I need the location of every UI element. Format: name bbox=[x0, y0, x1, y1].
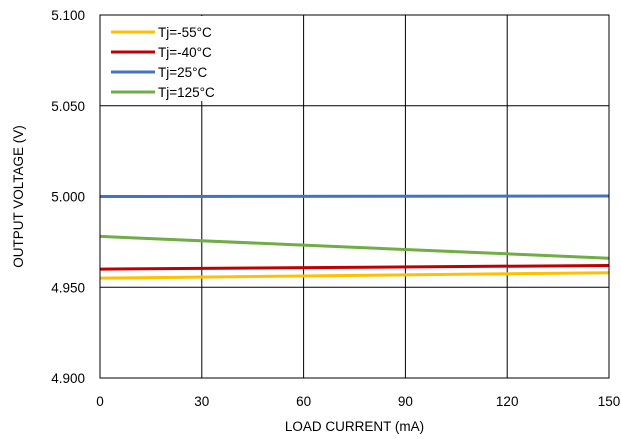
legend-label-3: Tj=25°C bbox=[158, 65, 208, 80]
legend-label-1: Tj=-55°C bbox=[158, 25, 212, 40]
legend: Tj=-55°C Tj=-40°C Tj=25°C Tj=125°C bbox=[101, 16, 242, 101]
x-tick-label: 150 bbox=[598, 394, 621, 409]
y-tick-label: 5.050 bbox=[51, 99, 85, 114]
x-tick-label: 30 bbox=[194, 394, 209, 409]
y-tick-label: 5.000 bbox=[51, 190, 85, 205]
y-tick-label: 4.900 bbox=[51, 371, 85, 386]
y-axis-title: OUTPUT VOLTAGE (V) bbox=[11, 125, 26, 268]
x-tick-label: 60 bbox=[296, 394, 311, 409]
x-tick-label: 0 bbox=[96, 394, 104, 409]
x-tick-label: 90 bbox=[398, 394, 413, 409]
x-axis-title: LOAD CURRENT (mA) bbox=[285, 419, 424, 434]
y-tick-label: 5.100 bbox=[51, 8, 85, 23]
series-line-3 bbox=[100, 196, 609, 197]
x-tick-label: 120 bbox=[496, 394, 519, 409]
legend-label-2: Tj=-40°C bbox=[158, 45, 212, 60]
legend-label-4: Tj=125°C bbox=[158, 85, 215, 100]
y-tick-label: 4.950 bbox=[51, 280, 85, 295]
